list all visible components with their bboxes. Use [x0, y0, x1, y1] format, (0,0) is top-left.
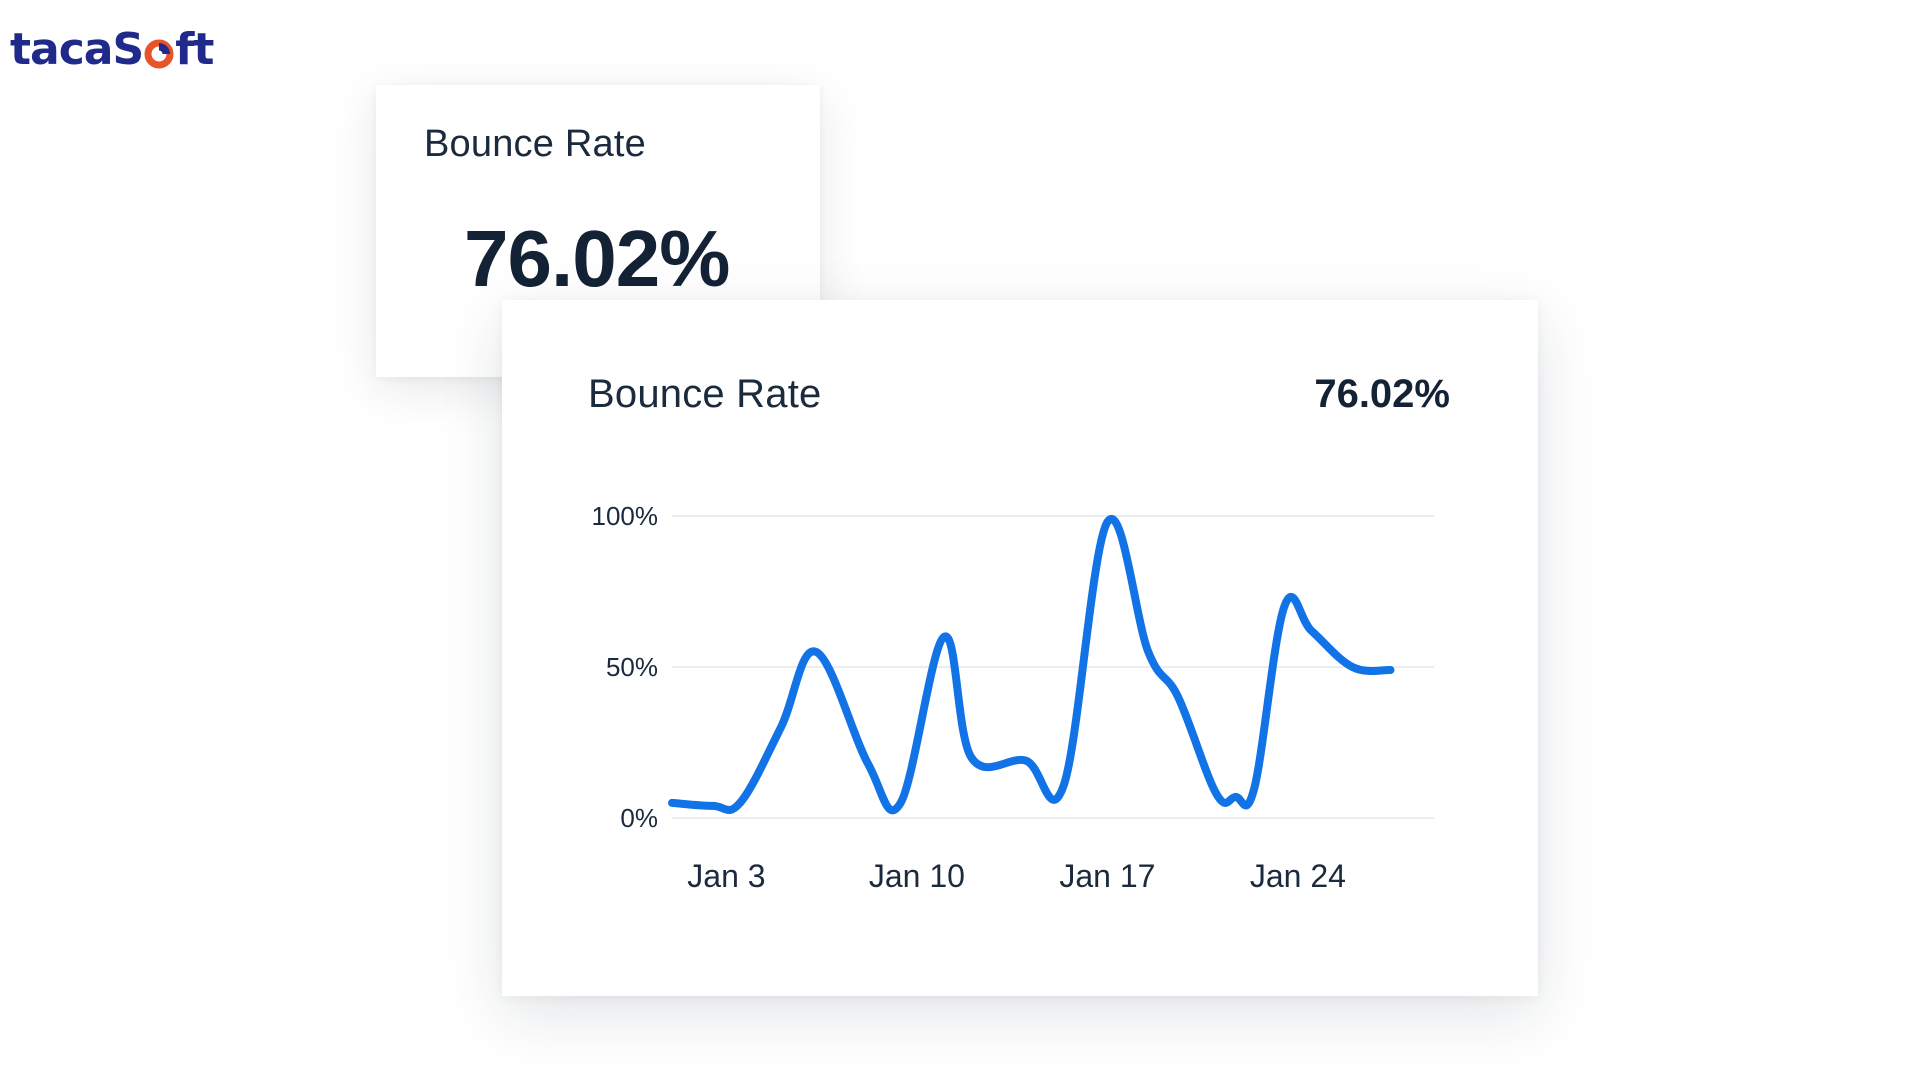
chart-card-headline-value: 76.02%: [1314, 372, 1450, 416]
chart-card-title: Bounce Rate: [588, 372, 822, 416]
logo-text-s: S: [112, 24, 145, 75]
bounce-rate-chart-card: Bounce Rate 76.02% 0% 50% 100% Jan 3 Jan 10…: [502, 300, 1538, 996]
summary-card-title: Bounce Rate: [424, 123, 646, 165]
y-tick-label: 100%: [592, 501, 659, 531]
x-tick-label: Jan 3: [687, 858, 765, 894]
series-layer: [668, 515, 1395, 815]
logo-o-icon: [144, 39, 174, 69]
x-tick-label: Jan 10: [869, 858, 965, 894]
y-tick-label: 50%: [606, 652, 658, 682]
y-axis-tick-labels: 0% 50% 100%: [592, 501, 659, 833]
grid-layer: [672, 515, 1434, 819]
x-axis-tick-labels: Jan 3 Jan 10 Jan 17 Jan 24: [687, 858, 1346, 894]
series-line-bounce-rate: [668, 515, 1395, 815]
y-tick-label: 0%: [620, 803, 658, 833]
x-tick-label: Jan 17: [1059, 858, 1155, 894]
x-tick-label: Jan 24: [1250, 858, 1346, 894]
tacasoft-logo: taca S ft: [10, 22, 214, 78]
logo-text-suffix: ft: [175, 24, 214, 75]
bounce-rate-line-chart: 0% 50% 100% Jan 3 Jan 10 Jan 17 Jan 24: [592, 501, 1434, 894]
summary-card-value: 76.02%: [464, 214, 730, 303]
logo-text-prefix: taca: [10, 24, 113, 75]
